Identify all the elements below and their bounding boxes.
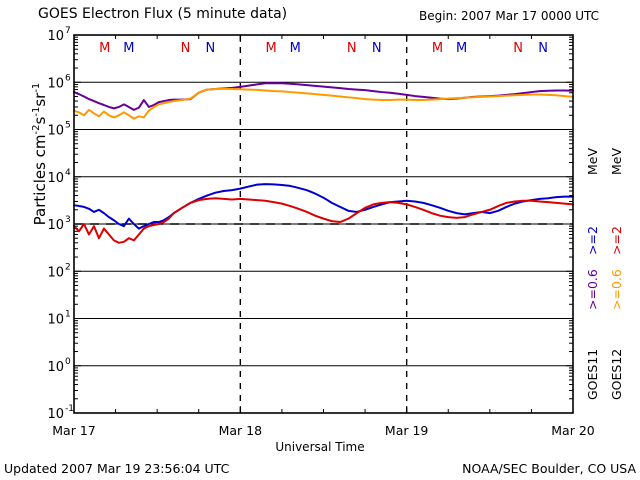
- flare-marker-N-3: N: [206, 41, 216, 56]
- y-tick-label-2: 10 2: [47, 262, 70, 280]
- legend-unit-GOES11: MeV: [585, 148, 600, 175]
- flare-marker-N-11: N: [538, 41, 548, 56]
- flare-marker-M-1: M: [123, 41, 134, 56]
- begin-time-label: Begin: 2007 Mar 17 0000 UTC: [419, 9, 600, 23]
- y-axis-exp-2: -1: [31, 106, 42, 117]
- y-tick-label-6: 10 6: [47, 73, 71, 91]
- y-tick-label-7: 10 7: [47, 26, 70, 44]
- y-tick-exp--1: -1: [65, 404, 74, 414]
- legend-entry-GOES12-0: >=2: [609, 226, 624, 255]
- y-tick-exp-0: 0: [65, 357, 71, 367]
- y-tick-exp-7: 7: [65, 26, 71, 36]
- y-tick-exp-4: 4: [65, 168, 71, 178]
- series-line-1: [73, 87, 574, 120]
- legend-column-GOES12: MeV >=2 >=0.6 GOES12: [609, 148, 624, 400]
- source-credit: NOAA/SEC Boulder, CO USA: [462, 461, 636, 476]
- x-tick-label-0: Mar 17: [52, 423, 95, 438]
- flare-marker-M-9: M: [456, 41, 467, 56]
- y-tick-label-1: 10 1: [47, 310, 70, 328]
- flare-marker-N-6: N: [347, 41, 357, 56]
- legend-entry-GOES11-0: >=2: [585, 226, 600, 255]
- flare-marker-M-5: M: [290, 41, 301, 56]
- x-tick-label-2: Mar 19: [385, 423, 429, 438]
- y-axis-exp-3: -1: [31, 82, 42, 93]
- y-tick-exp-3: 3: [65, 215, 71, 225]
- y-tick-label-3: 10 3: [47, 215, 70, 233]
- flare-marker-N-2: N: [181, 41, 191, 56]
- legend-unit-GOES12: MeV: [609, 148, 624, 175]
- y-tick-base-4: 10: [47, 171, 64, 186]
- y-axis-exp-1: -2: [31, 124, 42, 135]
- y-tick-base--1: 10: [47, 407, 64, 422]
- y-tick-exp-6: 6: [65, 73, 71, 83]
- plot-frame: [73, 34, 574, 414]
- y-tick-base-6: 10: [47, 76, 64, 91]
- y-axis-title-mid2: sr: [31, 92, 49, 107]
- y-tick-base-0: 10: [47, 360, 64, 375]
- y-tick-base-2: 10: [47, 265, 64, 280]
- y-tick-label--1: 10 -1: [47, 404, 74, 422]
- page-title: GOES Electron Flux (5 minute data): [38, 6, 288, 22]
- flare-marker-M-8: M: [432, 41, 443, 56]
- series-line-3: [73, 197, 574, 244]
- y-tick-label-5: 10 5: [47, 121, 70, 139]
- updated-timestamp: Updated 2007 Mar 19 23:56:04 UTC: [4, 461, 230, 476]
- legend-entry-GOES12-1: >=0.6: [609, 269, 624, 310]
- y-tick-exp-5: 5: [65, 121, 71, 131]
- x-tick-label-1: Mar 18: [219, 423, 263, 438]
- flare-marker-M-4: M: [265, 41, 276, 56]
- flare-marker-N-10: N: [513, 41, 523, 56]
- legend-entry-GOES11-1: >=0.6: [585, 269, 600, 310]
- y-tick-label-0: 10 0: [47, 357, 71, 375]
- x-tick-label-3: Mar 20: [551, 423, 595, 438]
- y-tick-base-7: 10: [47, 29, 64, 44]
- y-tick-exp-2: 2: [65, 262, 71, 272]
- y-tick-base-5: 10: [47, 124, 64, 139]
- legend-satellite-GOES11: GOES11: [585, 349, 600, 400]
- legend-satellite-GOES12: GOES12: [609, 349, 624, 400]
- y-tick-base-1: 10: [47, 313, 64, 328]
- y-tick-base-3: 10: [47, 218, 64, 233]
- y-axis-title-text: Particles cm: [31, 134, 49, 226]
- x-axis-title: Universal Time: [275, 440, 365, 454]
- flare-marker-M-0: M: [99, 41, 110, 56]
- legend-column-GOES11: MeV >=2 >=0.6 GOES11: [585, 148, 600, 400]
- y-tick-label-4: 10 4: [47, 168, 71, 186]
- y-tick-exp-1: 1: [65, 310, 71, 320]
- flare-marker-N-7: N: [372, 41, 382, 56]
- y-axis-title: Particles cm-2s-1sr-1: [31, 34, 49, 274]
- y-axis-title-mid: s: [31, 116, 49, 125]
